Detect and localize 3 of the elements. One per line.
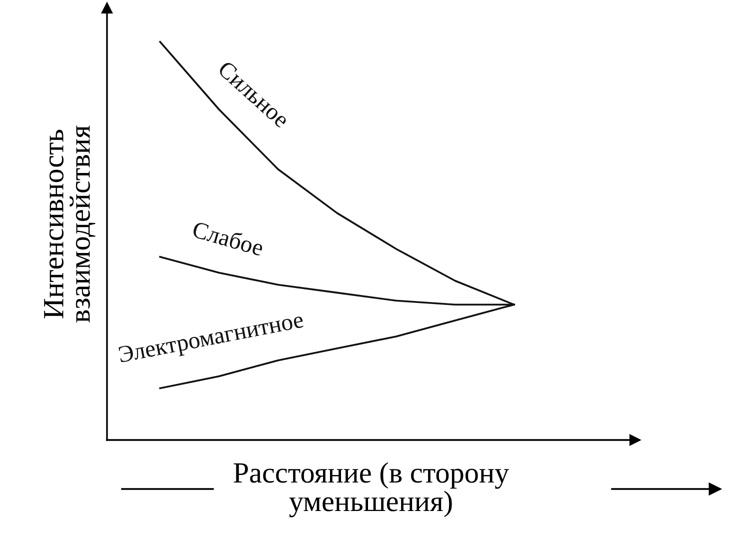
x-axis-title: Расстояние (в сторону уменьшения) (234, 462, 510, 518)
y-axis-title: Интенсивность взаимодействия (44, 126, 96, 322)
text: Слабое (192, 220, 265, 256)
